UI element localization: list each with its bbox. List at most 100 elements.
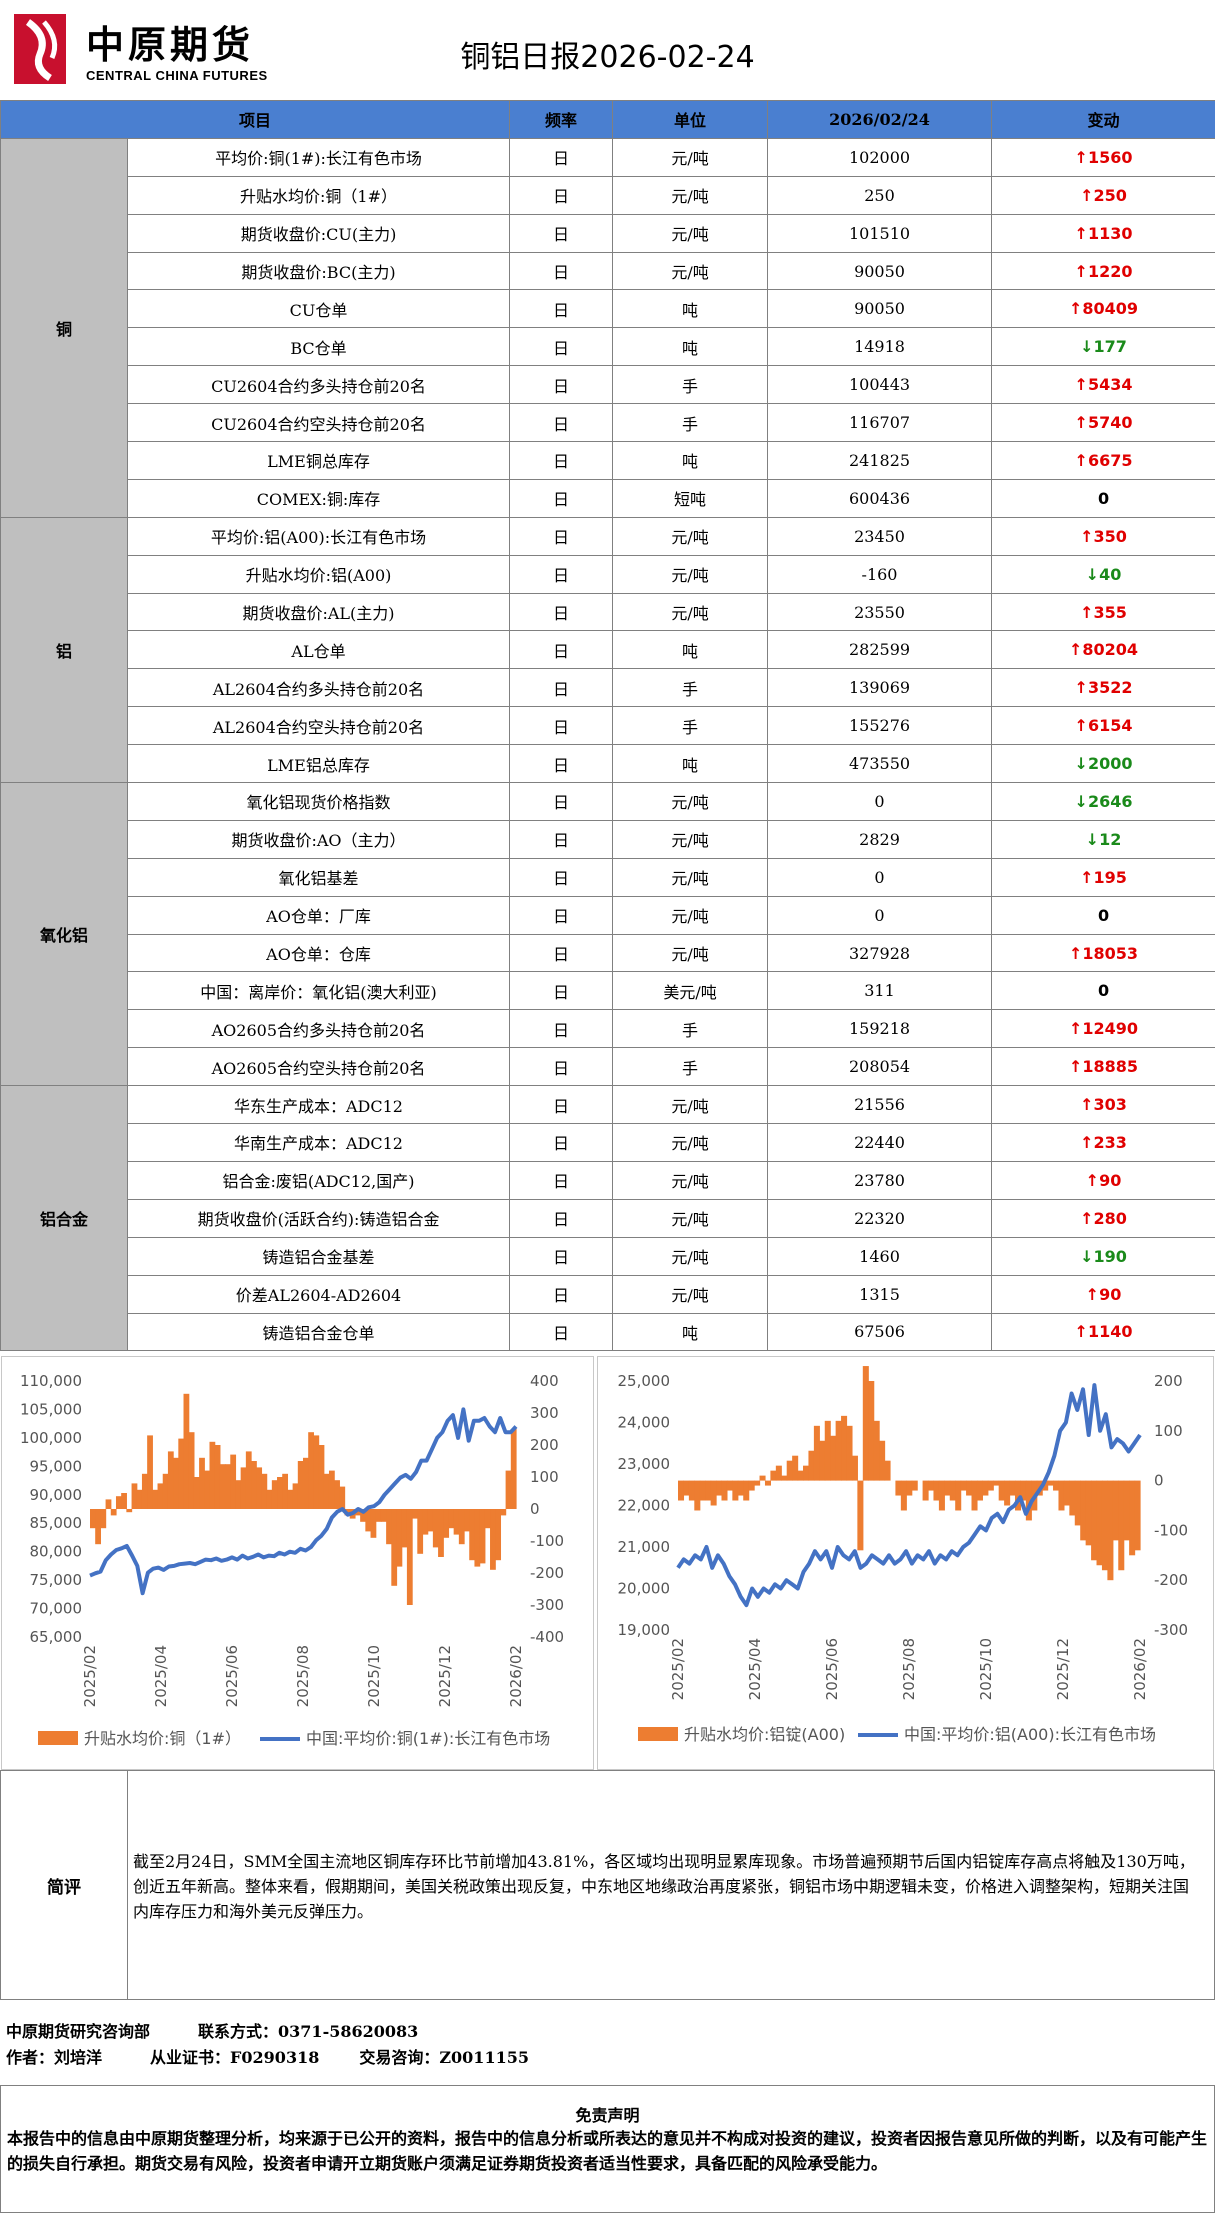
- change-cell: ↑350: [991, 516, 1215, 556]
- arrow-up-icon: ↑: [1068, 640, 1083, 660]
- bar: [157, 1483, 164, 1509]
- item-cell: AO2605合约空头持仓前20名: [126, 1047, 511, 1087]
- aluminum-chart-svg: 25,000 24,000 23,000 22,000 21,000 20,000 19,0…: [618, 1366, 1188, 1744]
- arrow-up-icon: ↑: [1085, 1170, 1100, 1190]
- item-cell: 铝合金:废铝(ADC12,国产): [126, 1160, 511, 1200]
- bar: [110, 1509, 117, 1516]
- arrow-down-icon: ↓: [1074, 791, 1088, 811]
- bar: [406, 1509, 413, 1605]
- change-value: 40: [1099, 564, 1122, 584]
- table-row: 期货收盘价:AL(主力) 日元/吨 23550 ↑355: [1, 592, 1215, 632]
- table-row: 升贴水均价:铝(A00) 日元/吨 -160 ↓40: [1, 554, 1215, 594]
- change-value: 350: [1093, 526, 1127, 546]
- bar: [209, 1441, 216, 1509]
- bar: [453, 1509, 460, 1535]
- bar: [1053, 1480, 1060, 1491]
- value-cell: 23450: [767, 516, 993, 556]
- table-row: AO2605合约多头持仓前20名日手 159218 ↑12490: [1, 1009, 1215, 1049]
- item-cell: 期货收盘价:BC(主力): [126, 251, 511, 291]
- table-row: 氧化铝 氧化铝现货价格指数日元/吨 0 ↓2646: [0, 782, 1215, 1087]
- x-tick-label: 2025/02: [81, 1645, 99, 1707]
- unit-cell: 元/吨: [612, 933, 769, 973]
- change-cell: ↑90: [991, 1274, 1215, 1314]
- change-cell: ↑1140: [991, 1312, 1215, 1352]
- x-tick-label: 2026/02: [507, 1645, 525, 1707]
- table-row: 期货收盘价:BC(主力) 日元/吨 90050 ↑1220: [1, 251, 1215, 291]
- bar: [448, 1509, 455, 1529]
- bar: [759, 1475, 766, 1481]
- bar: [781, 1475, 788, 1481]
- bar: [775, 1465, 782, 1481]
- header-change: 变动: [991, 100, 1215, 139]
- bar: [928, 1480, 935, 1491]
- bar: [214, 1445, 221, 1509]
- y-left-tick-label: 25,000: [618, 1372, 671, 1390]
- value-cell: 116707: [767, 403, 993, 443]
- author-value: 刘培洋: [54, 2048, 103, 2067]
- item-cell: LME铝总库存: [126, 744, 511, 784]
- y-right-tick-label: 100: [530, 1468, 559, 1486]
- value-cell: 0: [767, 895, 993, 935]
- bar: [808, 1450, 815, 1481]
- y-left-tick-label: 19,000: [618, 1621, 671, 1639]
- x-tick-label: 2025/12: [1054, 1638, 1072, 1700]
- value-cell: 67506: [767, 1312, 993, 1352]
- table-row: AL仓单日吨 282599 ↑80204: [1, 630, 1215, 670]
- header-date: 2026/02/24: [767, 100, 993, 139]
- change-value: 12490: [1082, 1019, 1139, 1039]
- change-value: 250: [1093, 185, 1127, 205]
- unit-cell: 吨: [612, 441, 769, 480]
- freq-cell: 日: [509, 592, 614, 632]
- bar: [105, 1499, 112, 1509]
- y-left-tick-label: 24,000: [618, 1414, 671, 1432]
- bar: [792, 1455, 799, 1481]
- unit-cell: 元/吨: [612, 895, 769, 935]
- y-left-tick-label: 80,000: [30, 1543, 83, 1561]
- change-value: 1560: [1087, 147, 1133, 167]
- change-value: 1140: [1087, 1322, 1133, 1342]
- bar: [1091, 1480, 1098, 1561]
- bar: [786, 1460, 793, 1481]
- freq-cell: 日: [509, 289, 614, 329]
- unit-cell: 元/吨: [612, 251, 769, 291]
- bar: [95, 1509, 101, 1545]
- change-value: 3522: [1087, 678, 1133, 698]
- table-row: 铝平均价:铝(A00):长江有色市场日元/吨 23450 ↑350: [0, 516, 1215, 784]
- change-value: 90: [1099, 1284, 1122, 1304]
- bar: [770, 1470, 777, 1481]
- bar: [484, 1509, 491, 1529]
- y-right-tick-label: -300: [530, 1596, 564, 1614]
- page-title: 铜铝日报2026-02-24: [460, 40, 755, 75]
- bar: [318, 1445, 325, 1509]
- bar: [748, 1480, 755, 1491]
- y-right-tick-label: -400: [530, 1628, 564, 1646]
- table-row: 铸造铝合金仓单日吨 67506 ↑1140: [1, 1312, 1215, 1352]
- freq-cell: 日: [509, 819, 614, 859]
- table-row: AO仓单：厂库日元/吨 0 0: [1, 895, 1215, 935]
- bar: [396, 1509, 403, 1567]
- change-value: 233: [1093, 1132, 1127, 1152]
- freq-cell: 日: [509, 554, 614, 594]
- change-cell: ↑12490: [991, 1009, 1215, 1049]
- bar: [500, 1509, 507, 1516]
- unit-cell: 元/吨: [612, 1123, 769, 1162]
- value-cell: 159218: [767, 1009, 993, 1049]
- value-cell: 14918: [767, 327, 993, 367]
- bar: [743, 1480, 750, 1501]
- value-cell: 22440: [767, 1123, 993, 1162]
- item-cell: 价差AL2604-AD2604: [126, 1274, 511, 1314]
- value-cell: 250: [767, 175, 993, 215]
- legend-line-label: 中国:平均价:铜(1#):长江有色市场: [306, 1729, 550, 1748]
- comment-label: 简评: [1, 1771, 128, 1999]
- bar: [1063, 1480, 1070, 1506]
- table-row: LME铜总库存日吨 241825 ↑6675: [1, 441, 1215, 480]
- freq-cell: 日: [509, 1160, 614, 1200]
- bar: [115, 1496, 122, 1509]
- change-cell: ↓177: [991, 327, 1215, 367]
- value-cell: 90050: [767, 289, 993, 329]
- table-row: CU仓单日吨 90050 ↑80409: [1, 289, 1215, 329]
- change-cell: ↑80204: [991, 630, 1215, 670]
- arrow-up-icon: ↑: [1068, 943, 1083, 963]
- change-value: 18053: [1082, 943, 1139, 963]
- bar: [251, 1461, 257, 1509]
